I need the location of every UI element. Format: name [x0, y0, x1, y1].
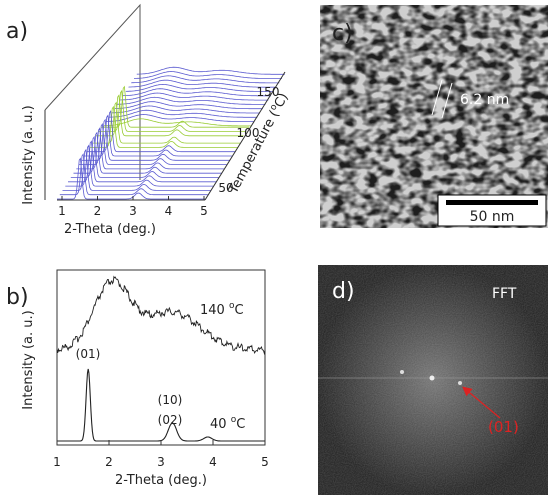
sup: o: [231, 415, 237, 425]
x-tick-label: 2: [105, 455, 113, 469]
tem-texture: [320, 5, 548, 228]
waterfall: [57, 66, 285, 200]
fringe: [441, 82, 453, 119]
x-tick-label: 1: [58, 204, 66, 218]
trace: [98, 89, 247, 132]
unit: C: [234, 303, 243, 318]
z-tick-label: 100: [237, 126, 260, 140]
trace: [90, 105, 238, 148]
peak-label: (01): [76, 347, 101, 361]
panel-label: d): [332, 279, 355, 304]
x-tick-label: 5: [261, 455, 269, 469]
spot: [400, 370, 404, 374]
peak-label: (02): [158, 413, 183, 427]
trace: [120, 92, 269, 101]
trace: [95, 94, 244, 137]
trace: [111, 105, 260, 114]
x-tick-label: 1: [53, 455, 61, 469]
z-title-end: C): [272, 91, 292, 111]
panel-d: d) FFT (01): [318, 265, 548, 495]
curve-label: 140 oC: [200, 301, 244, 318]
trace: [136, 66, 285, 75]
trace: [131, 75, 280, 84]
trace: [122, 88, 271, 97]
trace: [65, 144, 214, 187]
trace: [128, 79, 277, 88]
trace: [59, 153, 208, 196]
trace: [117, 96, 266, 105]
trace: [81, 118, 230, 161]
z-title-sup: o: [268, 102, 280, 112]
y-title: Intensity (a. u.): [21, 310, 36, 409]
spacing-label: 6.2 nm: [460, 92, 509, 108]
box-edge: [44, 3, 141, 180]
curve-140: [56, 275, 266, 356]
y-title: Intensity (a. u.): [21, 105, 36, 204]
trace: [114, 101, 263, 110]
trace: [73, 131, 222, 174]
trace: [133, 71, 282, 79]
trace: [57, 157, 205, 200]
x-tick-label: 4: [165, 204, 173, 218]
panel-c: c) 6.2 nm 50 nm: [320, 5, 548, 228]
peak-label: (10): [158, 393, 183, 407]
arrow: [462, 386, 501, 419]
z-tick-label: 50: [218, 181, 233, 195]
panel-a: a) 2-Theta (deg.) Intensity (a. u.) Temp…: [6, 3, 292, 237]
curve-label: 40 oC: [210, 415, 245, 432]
temp: 140: [200, 303, 229, 318]
fringe: [431, 79, 443, 116]
z-axis: [204, 71, 286, 201]
trace: [70, 135, 219, 178]
trace: [76, 127, 225, 170]
x-tick-label: 3: [157, 455, 165, 469]
x-tick-label: 5: [200, 204, 208, 218]
trace: [87, 110, 236, 153]
x-tick-label: 2: [94, 204, 102, 218]
scale-bar: [446, 200, 538, 205]
trace: [125, 83, 274, 92]
scale-label: 50 nm: [470, 209, 515, 225]
sup: o: [229, 301, 235, 311]
unit: C: [236, 417, 245, 432]
trace: [79, 122, 227, 165]
x-tick-label: 3: [129, 204, 137, 218]
x-title: 2-Theta (deg.): [115, 473, 207, 488]
trace: [106, 114, 255, 122]
panel-b: b) 140 oC 40 oC (01) (10) (02) 2-Theta (…: [6, 269, 269, 488]
trace: [101, 85, 249, 128]
trace: [92, 101, 241, 144]
trace: [68, 140, 216, 183]
temp: 40: [210, 417, 231, 432]
trace: [62, 148, 211, 191]
trace: [84, 114, 233, 157]
fft-tag: FFT: [492, 286, 517, 302]
spot: [458, 381, 462, 385]
panel-label: a): [6, 19, 28, 44]
z-tick-label: 150: [257, 85, 280, 99]
panel-label: c): [332, 21, 353, 46]
trace: [109, 109, 258, 118]
x-tick-label: 4: [209, 455, 217, 469]
spot-label: (01): [488, 418, 519, 436]
x-title: 2-Theta (deg.): [64, 222, 156, 237]
z-title: Temperature (oC): [225, 90, 292, 197]
trace: [103, 118, 252, 127]
panel-label: b): [6, 285, 29, 310]
spot: [429, 375, 435, 381]
